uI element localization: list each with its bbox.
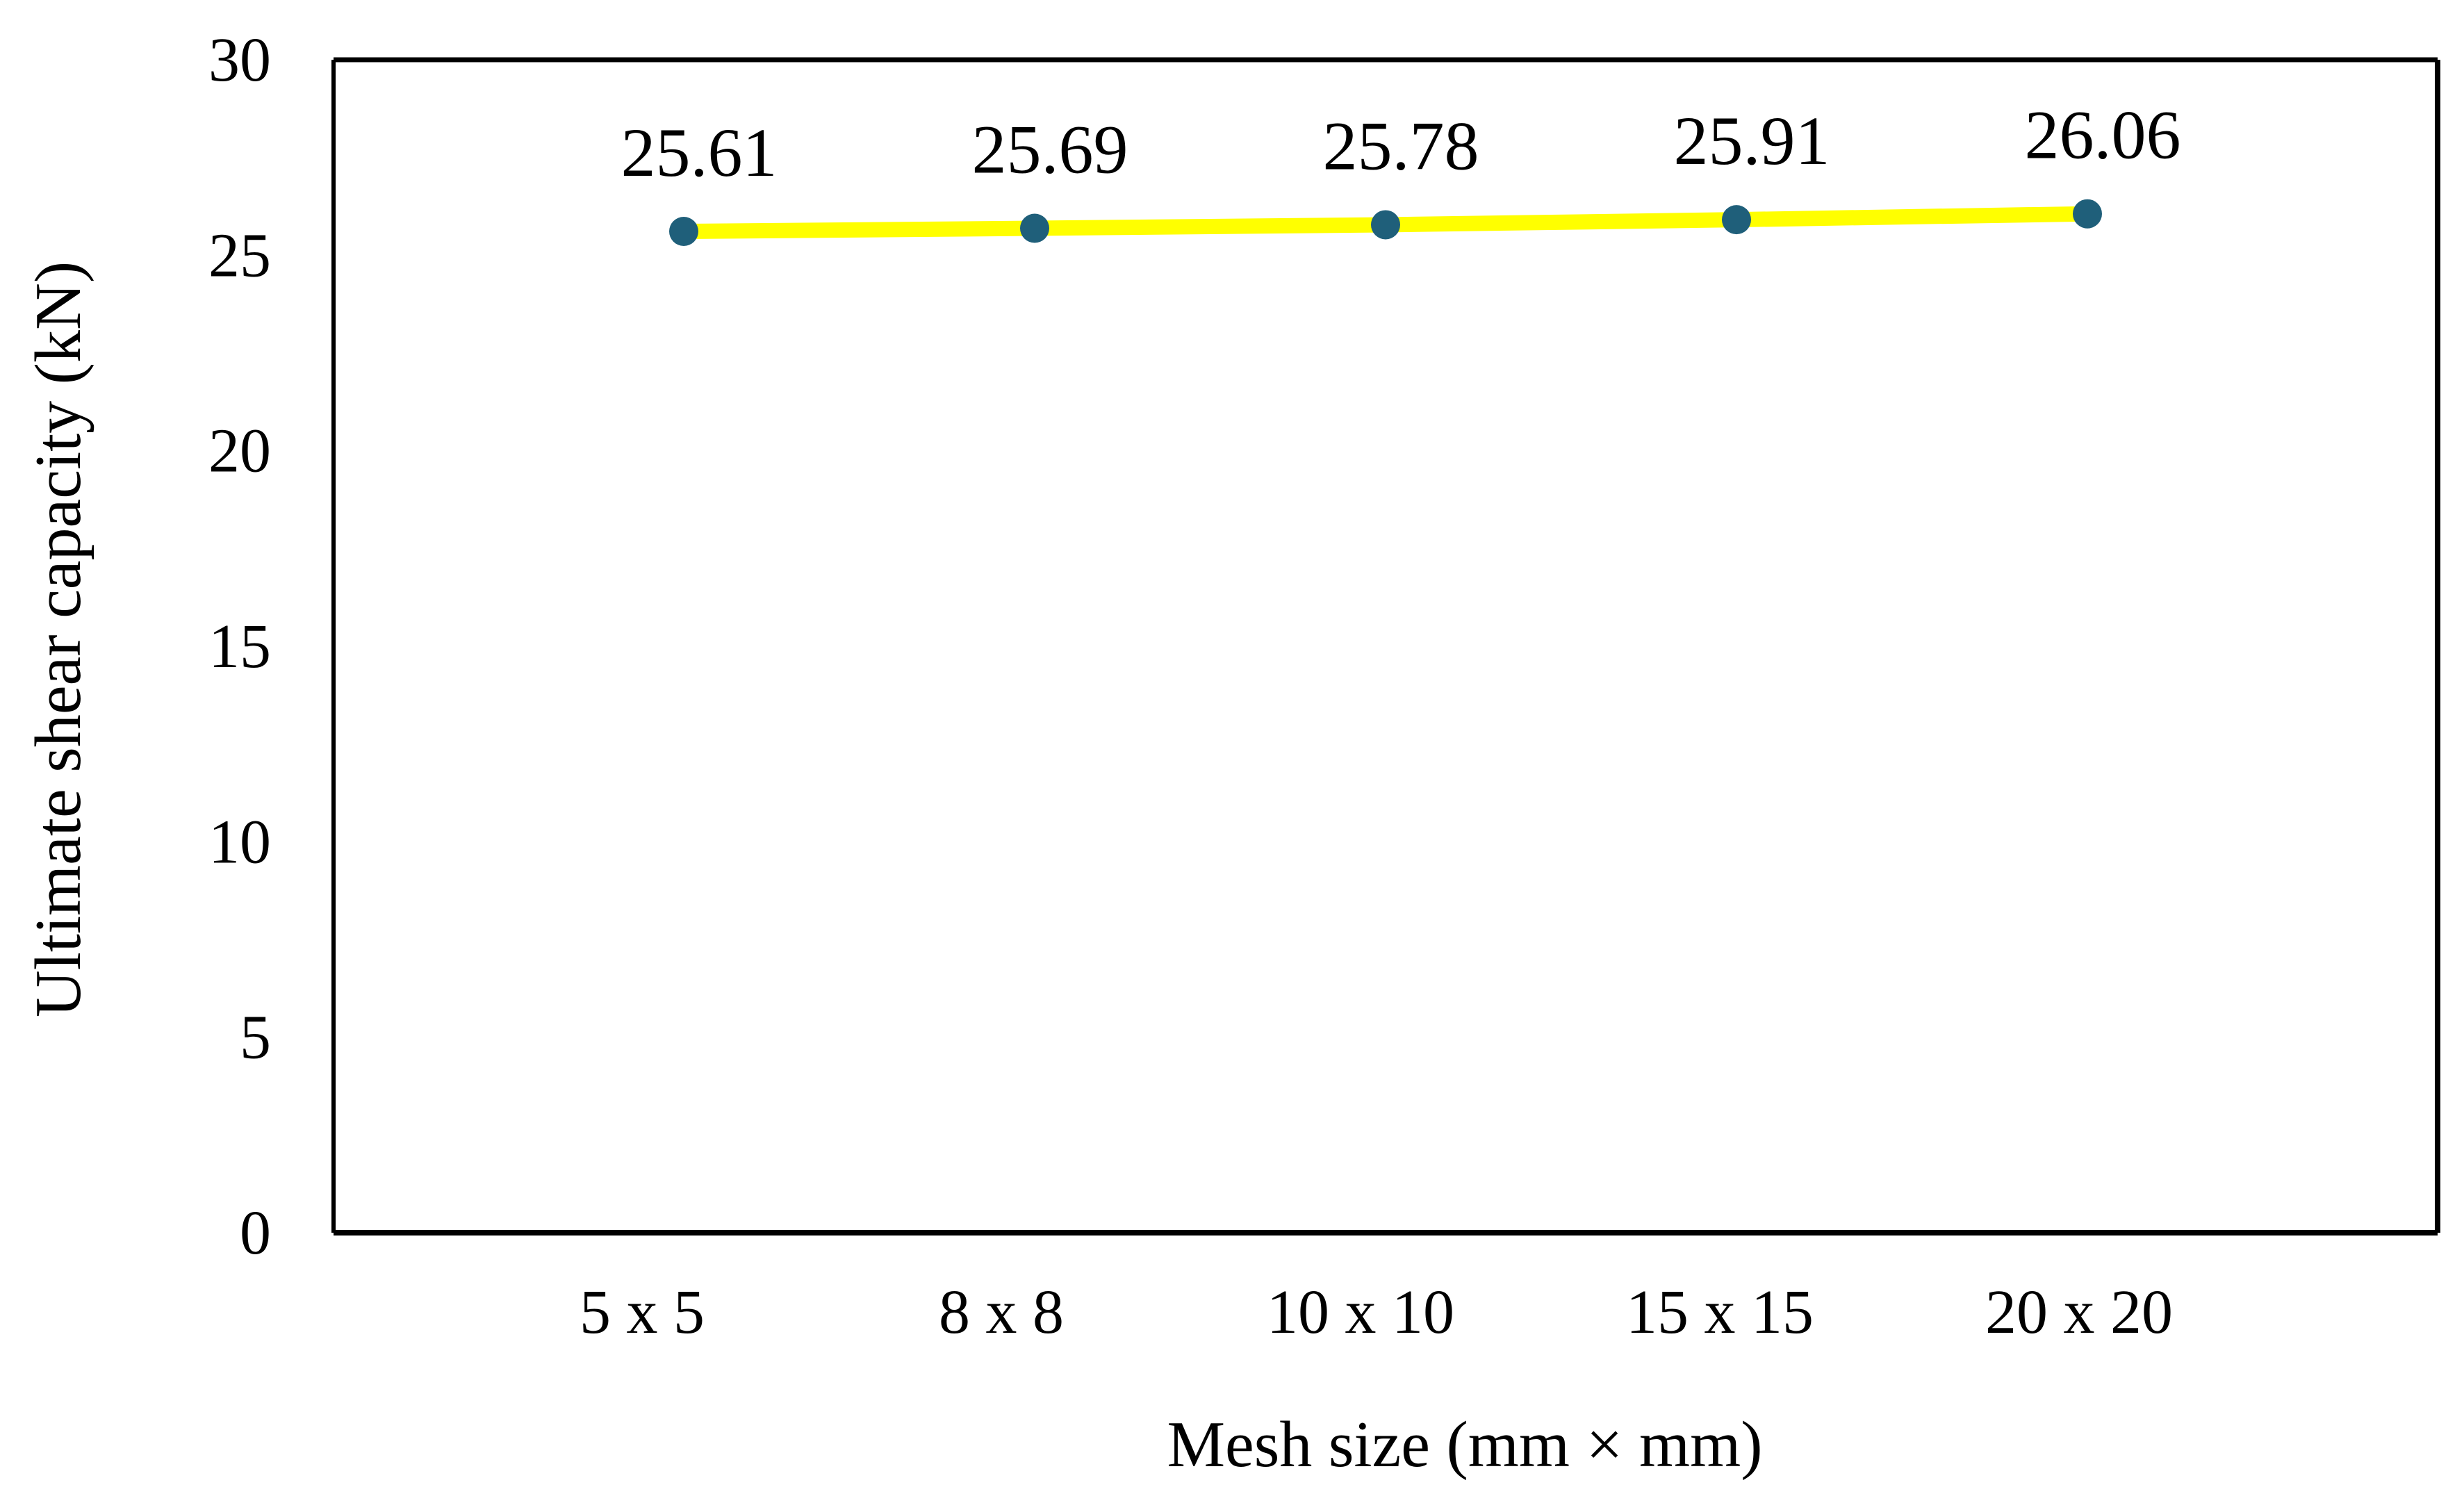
data-label: 25.61 bbox=[621, 114, 778, 191]
y-tick-label: 0 bbox=[240, 1199, 271, 1267]
data-point bbox=[669, 217, 698, 247]
y-axis-tick-labels: 0 5 10 15 20 25 30 bbox=[208, 26, 271, 1267]
x-tick-label: 8 x 8 bbox=[939, 1278, 1064, 1347]
x-axis-title: Mesh size (mm × mm) bbox=[1167, 1409, 1762, 1481]
x-tick-label: 5 x 5 bbox=[580, 1278, 705, 1347]
y-tick-label: 30 bbox=[208, 26, 271, 95]
data-label: 25.91 bbox=[1674, 102, 1830, 179]
data-point bbox=[1371, 210, 1400, 240]
y-tick-label: 10 bbox=[208, 807, 271, 876]
data-label: 25.69 bbox=[972, 111, 1128, 188]
y-tick-label: 20 bbox=[208, 417, 271, 486]
y-tick-label: 15 bbox=[208, 612, 271, 681]
y-tick-label: 25 bbox=[208, 221, 271, 290]
series-marker-layer bbox=[669, 199, 2102, 247]
data-label: 25.78 bbox=[1323, 107, 1479, 184]
x-tick-label: 10 x 10 bbox=[1267, 1278, 1454, 1347]
x-axis-tick-labels: 5 x 5 8 x 8 10 x 10 15 x 15 20 x 20 bbox=[580, 1278, 2173, 1347]
y-tick-label: 5 bbox=[240, 1003, 271, 1072]
data-label-layer: 25.61 25.69 25.78 25.91 26.06 bbox=[621, 97, 2181, 191]
data-label: 26.06 bbox=[2025, 97, 2181, 174]
plot-frame bbox=[331, 57, 2440, 1236]
x-tick-label: 20 x 20 bbox=[1985, 1278, 2173, 1347]
y-axis-title: Ultimate shear capacity (kN) bbox=[22, 261, 95, 1017]
data-point bbox=[1722, 205, 1751, 235]
data-point bbox=[2073, 199, 2102, 229]
data-point bbox=[1020, 213, 1049, 243]
x-tick-label: 15 x 15 bbox=[1626, 1278, 1814, 1347]
